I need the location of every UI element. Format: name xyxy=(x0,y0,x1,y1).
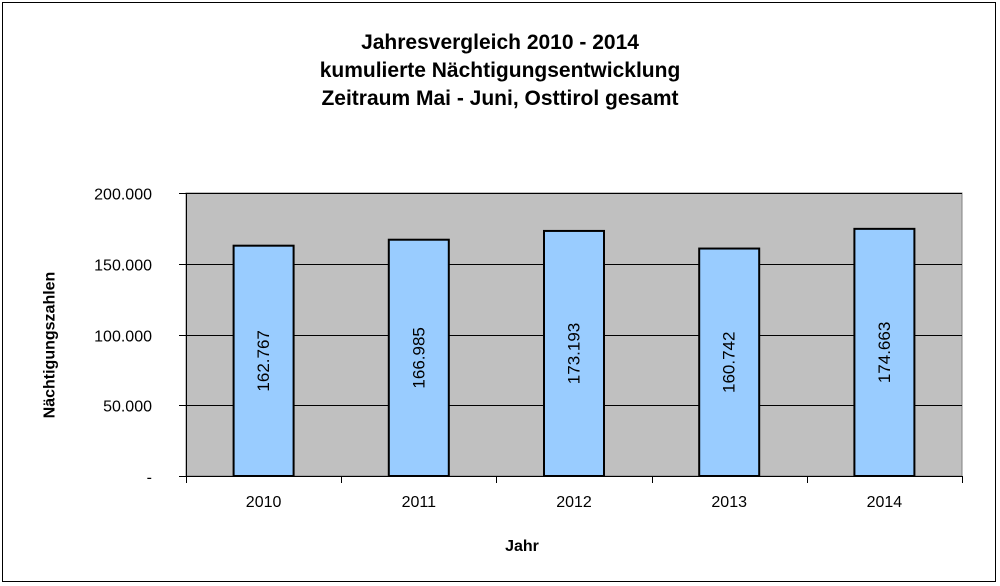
x-tick-label: 2014 xyxy=(867,494,903,511)
bar-2012 xyxy=(543,229,605,477)
y-tick-label: 50.000 xyxy=(103,399,152,416)
y-axis-title: Nächtigungszahlen xyxy=(42,272,59,419)
x-tick-label: 2013 xyxy=(711,494,747,511)
y-tick-label: 100.000 xyxy=(94,329,152,346)
x-axis-title: Jahr xyxy=(505,538,539,555)
chart-title-line-2: kumulierte Nächtigungsentwicklung xyxy=(319,59,681,82)
bar-data-label: 173.193 xyxy=(565,323,584,384)
bar-data-label: 174.663 xyxy=(875,322,894,383)
chart-title-line-1: Jahresvergleich 2010 - 2014 xyxy=(361,31,639,54)
bar-2011 xyxy=(387,238,450,477)
bar-data-label: 166.985 xyxy=(409,327,428,388)
x-tick-label: 2010 xyxy=(246,494,282,511)
bar-data-label: 162.767 xyxy=(254,330,273,391)
y-tick-label: 150.000 xyxy=(94,258,152,275)
chart-title-line-3: Zeitraum Mai - Juni, Osttirol gesamt xyxy=(321,87,679,110)
bar-2014 xyxy=(853,227,916,477)
bar-data-label: 160.742 xyxy=(720,332,739,393)
bar-2010 xyxy=(232,244,295,477)
y-tick-label: 200.000 xyxy=(94,187,152,204)
y-tick-label: - xyxy=(147,470,152,487)
x-tick-label: 2012 xyxy=(556,494,592,511)
bar-2013 xyxy=(698,247,761,477)
x-tick-label: 2011 xyxy=(402,494,437,511)
